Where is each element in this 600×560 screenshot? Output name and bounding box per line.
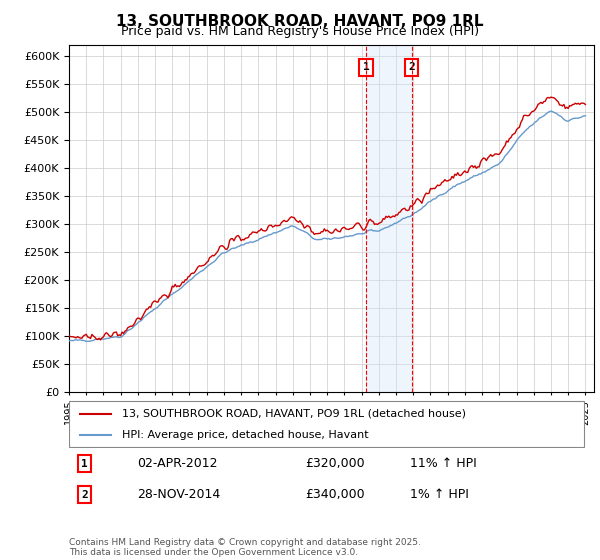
Text: 02-APR-2012: 02-APR-2012 [137,457,218,470]
Text: 13, SOUTHBROOK ROAD, HAVANT, PO9 1RL (detached house): 13, SOUTHBROOK ROAD, HAVANT, PO9 1RL (de… [121,409,466,419]
Text: 2: 2 [408,62,415,72]
Text: 1: 1 [82,459,88,469]
Text: 1: 1 [362,62,370,72]
Text: 2: 2 [82,489,88,500]
Text: £340,000: £340,000 [305,488,365,501]
Text: 1% ↑ HPI: 1% ↑ HPI [410,488,469,501]
FancyBboxPatch shape [69,402,583,447]
Text: Price paid vs. HM Land Registry's House Price Index (HPI): Price paid vs. HM Land Registry's House … [121,25,479,38]
Text: Contains HM Land Registry data © Crown copyright and database right 2025.
This d: Contains HM Land Registry data © Crown c… [69,538,421,557]
Bar [366,45,412,392]
Text: HPI: Average price, detached house, Havant: HPI: Average price, detached house, Hava… [121,430,368,440]
Text: 28-NOV-2014: 28-NOV-2014 [137,488,221,501]
Text: £320,000: £320,000 [305,457,365,470]
Text: 11% ↑ HPI: 11% ↑ HPI [410,457,477,470]
Text: 13, SOUTHBROOK ROAD, HAVANT, PO9 1RL: 13, SOUTHBROOK ROAD, HAVANT, PO9 1RL [116,14,484,29]
